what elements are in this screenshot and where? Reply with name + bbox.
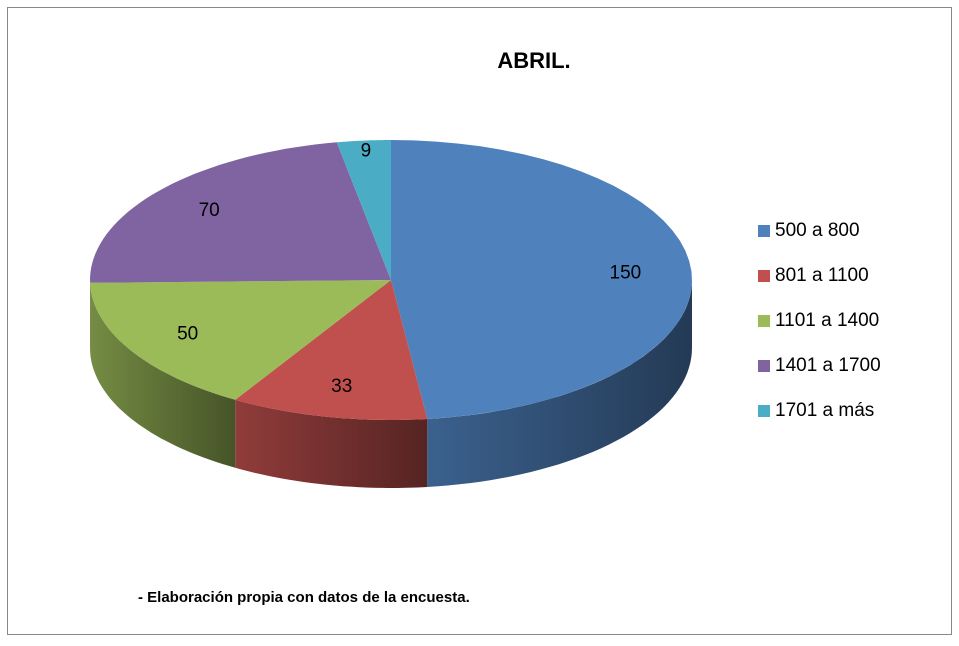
data-label: 70 (199, 200, 220, 221)
legend-swatch (758, 225, 770, 237)
legend-swatch (758, 405, 770, 417)
footnote: - Elaboración propia con datos de la enc… (138, 589, 470, 606)
legend-label: 1401 a 1700 (775, 355, 881, 376)
data-label: 50 (177, 324, 198, 345)
legend-label: 500 a 800 (775, 220, 860, 241)
chart-title: ABRIL. (497, 48, 570, 73)
data-label: 33 (331, 376, 352, 397)
data-label: 9 (361, 141, 372, 162)
legend-swatch (758, 315, 770, 327)
legend-swatch (758, 270, 770, 282)
data-label: 150 (610, 262, 642, 283)
legend-label: 1701 a más (775, 400, 874, 421)
legend-label: 1101 a 1400 (775, 310, 879, 331)
legend-label: 801 a 1100 (775, 265, 869, 286)
legend-swatch (758, 360, 770, 372)
